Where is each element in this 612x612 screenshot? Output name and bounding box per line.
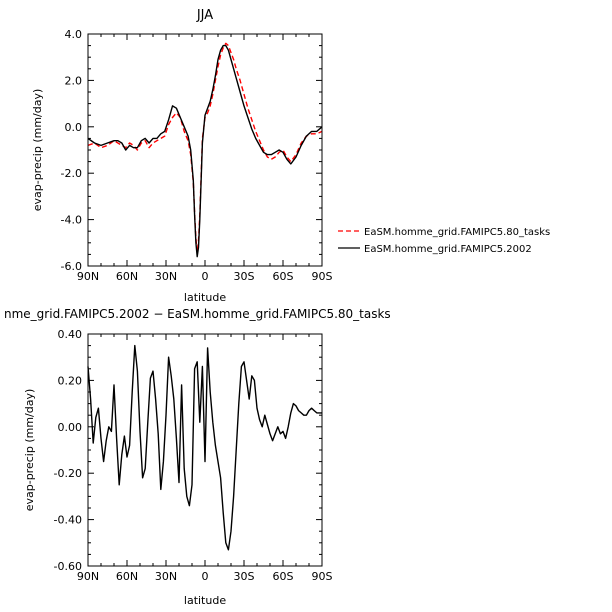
x-tick-label: 90S — [312, 270, 333, 283]
series-line-difference — [87, 344, 322, 551]
top-chart-title: JJA — [196, 8, 213, 23]
bottom-y-axis-label: evap-precip (mm/day) — [23, 389, 36, 512]
legend-label-2002: EaSM.homme_grid.FAMIPC5.2002 — [364, 244, 532, 255]
x-tick-label: 30N — [155, 270, 177, 283]
x-tick-label: 90N — [77, 270, 99, 283]
x-tick-label: 30S — [234, 570, 255, 583]
y-tick-label: -4.0 — [61, 214, 82, 227]
top-panel: JJA 90N 60N 30N 0 30S 60S 90S 4.0 2.0 0.0 -2.0 -4.0… — [31, 8, 333, 304]
series-line-80-tasks — [87, 42, 323, 253]
x-tick-label: 60S — [273, 270, 294, 283]
y-tick-label: -2.0 — [61, 167, 82, 180]
y-tick-label: 2.0 — [65, 74, 83, 87]
x-tick-label: 0 — [202, 570, 209, 583]
y-tick-label: 0.20 — [58, 374, 83, 387]
y-tick-label: -0.20 — [54, 467, 82, 480]
y-tick-label: 4.0 — [65, 28, 83, 41]
y-tick-label: -0.60 — [54, 560, 82, 573]
x-tick-label: 30N — [155, 570, 177, 583]
x-tick-label: 60S — [273, 570, 294, 583]
y-tick-label: 0.0 — [65, 121, 83, 134]
bottom-chart-title: nme_grid.FAMIPC5.2002 − EaSM.homme_grid.… — [4, 307, 391, 321]
x-tick-label: 90S — [312, 570, 333, 583]
bottom-panel: nme_grid.FAMIPC5.2002 − EaSM.homme_grid.… — [4, 307, 391, 607]
x-tick-label: 90N — [77, 570, 99, 583]
x-tick-label: 60N — [116, 270, 138, 283]
series-line-2002 — [87, 44, 323, 258]
x-tick-label: 60N — [116, 570, 138, 583]
top-y-axis-label: evap-precip (mm/day) — [31, 89, 44, 212]
top-x-axis-label: latitude — [184, 291, 226, 304]
y-tick-label: 0.40 — [58, 328, 83, 341]
bottom-x-axis-label: latitude — [184, 594, 226, 607]
top-plot-frame — [87, 33, 323, 267]
y-tick-label: -0.40 — [54, 514, 82, 527]
y-tick-label: 0.00 — [58, 421, 83, 434]
legend-label-80-tasks: EaSM.homme_grid.FAMIPC5.80_tasks — [364, 227, 550, 238]
y-tick-label: -6.0 — [61, 260, 82, 273]
x-tick-label: 30S — [234, 270, 255, 283]
x-tick-label: 0 — [202, 270, 209, 283]
legend: EaSM.homme_grid.FAMIPC5.80_tasks EaSM.ho… — [338, 227, 550, 255]
